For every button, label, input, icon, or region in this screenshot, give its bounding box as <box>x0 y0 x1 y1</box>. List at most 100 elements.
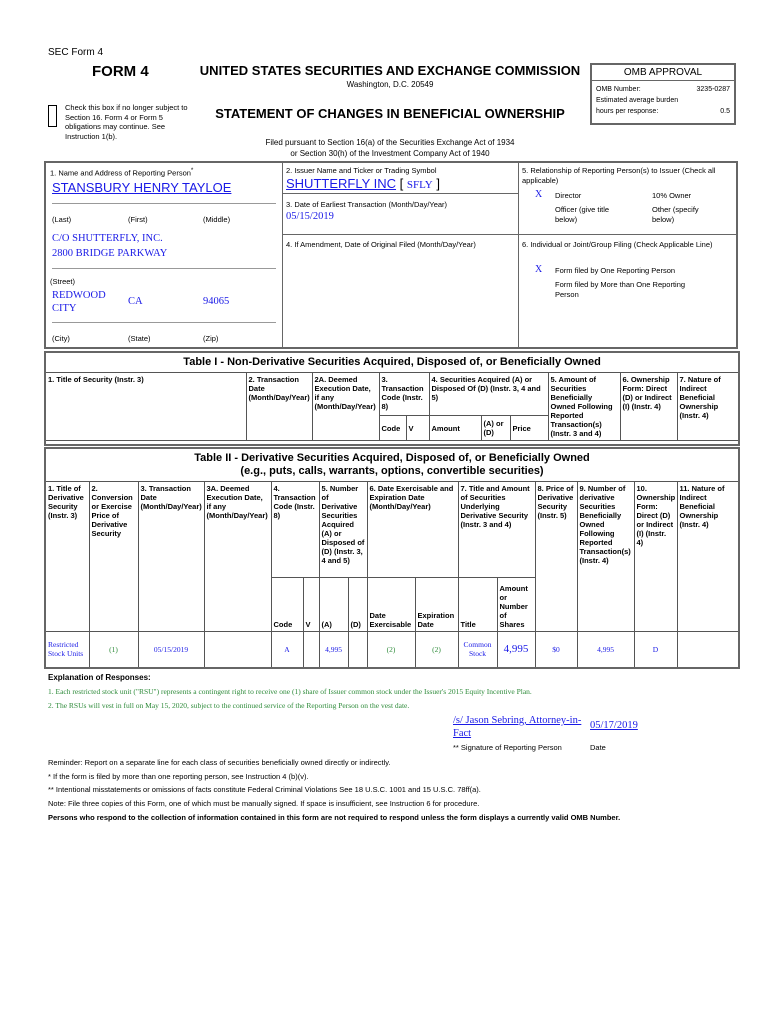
date-label: Date <box>590 743 606 752</box>
first-label: (First) <box>128 215 148 224</box>
col-header: 5. Amount of Securities Beneficially Own… <box>547 372 621 441</box>
col-header: 3. Transaction Code (Instr. 8) <box>378 371 430 417</box>
director-label: Director <box>555 191 582 200</box>
more-persons-label: Form filed by More than One Reporting Pe… <box>555 280 686 299</box>
state-label: (State) <box>128 334 151 343</box>
reporting-info-section <box>44 161 738 349</box>
ten-percent-owner-label: 10% Owner <box>652 191 692 200</box>
explanation-notes: 1. Each restricted stock unit ("RSU") re… <box>48 685 532 713</box>
sub-header: (A) or (D) <box>480 415 511 441</box>
reporting-person-name-link[interactable]: STANSBURY HENRY TAYLOE <box>52 180 232 195</box>
cell-nature <box>676 631 740 668</box>
form-title: FORM 4 <box>92 63 149 80</box>
sub-header: Expiration Date <box>414 577 459 632</box>
col-header: 2. Conversion or Exercise Price of Deriv… <box>88 481 139 632</box>
box2-label: 2. Issuer Name and Ticker or Trading Sym… <box>286 166 437 175</box>
state: CA <box>128 296 143 307</box>
box3-label: 3. Date of Earliest Transaction (Month/D… <box>286 200 448 209</box>
col-header: 2. Transaction Date (Month/Day/Year) <box>245 372 313 441</box>
omb-hours-label: hours per response: <box>596 108 659 115</box>
sub-header: Price <box>509 415 549 441</box>
cell-acquired: 4,995 <box>318 631 349 668</box>
col-header: 6. Date Exercisable and Expiration Date … <box>366 481 459 578</box>
omb-number: 3235-0287 <box>696 86 730 93</box>
sub-header: Code <box>378 415 407 441</box>
sub-header: Title <box>457 577 498 632</box>
col-header: 5. Number of Derivative Securities Acqui… <box>318 481 368 578</box>
omb-number-label: OMB Number: <box>596 86 641 93</box>
cell-owned: 4,995 <box>576 631 635 668</box>
footer-reminder: Reminder: Report on a separate line for … <box>48 758 391 767</box>
cell-v <box>302 631 320 668</box>
statement-title: STATEMENT OF CHANGES IN BENEFICIAL OWNER… <box>215 106 565 121</box>
note-1: 1. Each restricted stock unit ("RSU") re… <box>48 687 532 696</box>
sub-header: V <box>405 415 430 441</box>
col-header: 3A. Deemed Execution Date, if any (Month… <box>203 481 272 632</box>
footer-instruction: * If the form is filed by more than one … <box>48 771 309 781</box>
col-header: 9. Number of derivative Securities Benef… <box>576 481 635 632</box>
sub-header: Amount <box>428 415 482 441</box>
table-1-non-derivative: Table I - Non-Derivative Securities Acqu… <box>44 351 741 446</box>
middle-label: (Middle) <box>203 215 231 224</box>
footer-violations: ** Intentional misstatements or omission… <box>48 785 481 795</box>
cell-price: $0 <box>534 631 578 668</box>
box5-label: 5. Relationship of Reporting Person(s) t… <box>522 166 716 185</box>
cell-title: Restricted Stock Units <box>44 631 90 668</box>
footer-notes: Reminder: Report on a separate line for … <box>48 756 620 825</box>
sub-header: (D) <box>347 577 368 632</box>
omb-title: OMB APPROVAL <box>592 65 734 81</box>
last-label: (Last) <box>52 215 72 224</box>
sub-header: (A) <box>318 577 349 632</box>
box4-label: 4. If Amendment, Date of Original Filed … <box>286 240 476 249</box>
officer-label: Officer (give title below) <box>555 205 610 224</box>
one-person-check[interactable]: X <box>535 264 543 275</box>
note-2: 2. The RSUs will vest in full on May 15,… <box>48 701 410 710</box>
table-1-title: Table I - Non-Derivative Securities Acqu… <box>44 351 740 373</box>
sub-header: Date Exercisable <box>366 577 416 632</box>
cell-code: A <box>270 631 304 668</box>
earliest-transaction-date: 05/15/2019 <box>286 211 334 222</box>
col-header: 3. Transaction Date (Month/Day/Year) <box>137 481 205 632</box>
sub-header: V <box>302 577 320 632</box>
col-header: 4. Transaction Code (Instr. 8) <box>270 481 320 578</box>
col-header: 8. Price of Derivative Security (Instr. … <box>534 481 578 632</box>
table-2-title: Table II - Derivative Securities Acquire… <box>44 447 740 482</box>
filed-line-1: Filed pursuant to Section 16(a) of the S… <box>265 138 515 147</box>
commission-title: UNITED STATES SECURITIES AND EXCHANGE CO… <box>199 63 581 78</box>
signature-date-link[interactable]: 05/17/2019 <box>590 720 638 731</box>
cell-underlying-title: Common Stock <box>457 631 498 668</box>
checkbox-text: Check this box if no longer subject to S… <box>65 103 188 141</box>
col-header: 6. Ownership Form: Direct (D) or Indirec… <box>619 372 678 441</box>
signature-label: ** Signature of Reporting Person <box>453 743 562 752</box>
sec-form-label: SEC Form 4 <box>48 47 104 58</box>
cell-disposed <box>347 631 368 668</box>
zip-label: (Zip) <box>203 334 219 343</box>
table-2-derivative: Table II - Derivative Securities Acquire… <box>44 447 741 669</box>
omb-hours: 0.5 <box>720 108 730 115</box>
cell-exercisable: (2) <box>366 631 416 668</box>
sub-header: Amount or Number of Shares <box>496 577 536 632</box>
cell-underlying-amount: 4,995 <box>496 631 536 668</box>
director-check[interactable]: X <box>535 189 543 200</box>
box1-label: 1. Name and Address of Reporting Person* <box>50 167 194 178</box>
col-header: 7. Title and Amount of Securities Underl… <box>457 481 536 578</box>
cell-conversion: (1) <box>88 631 139 668</box>
no-longer-subject-checkbox[interactable] <box>48 105 57 127</box>
one-person-label: Form filed by One Reporting Person <box>555 266 676 275</box>
col-header: 7. Nature of Indirect Beneficial Ownersh… <box>676 372 740 441</box>
col-header: 11. Nature of Indirect Beneficial Owners… <box>676 481 740 632</box>
other-label: Other (specify below) <box>652 205 699 224</box>
cell-ownership-form: D <box>633 631 678 668</box>
col-header: 4. Securities Acquired (A) or Disposed O… <box>428 371 549 417</box>
street-address: C/O SHUTTERFLY, INC. 2800 BRIDGE PARKWAY <box>52 233 168 259</box>
commission-address: Washington, D.C. 20549 <box>346 80 434 89</box>
signature-link[interactable]: /s/ Jason Sebring, Attorney-in-Fact <box>453 715 582 739</box>
issuer-link[interactable]: SHUTTERFLY INC <box>286 176 397 191</box>
city: REDWOOD CITY <box>52 290 106 314</box>
omb-approval-box: OMB APPROVAL OMB Number: 3235-0287 Estima… <box>590 63 736 125</box>
filed-pursuant: Filed pursuant to Section 16(a) of the S… <box>190 137 590 159</box>
col-header: 2A. Deemed Execution Date, if any (Month… <box>311 372 380 441</box>
col-header: 10. Ownership Form: Direct (D) or Indire… <box>633 481 678 632</box>
explanation-title: Explanation of Responses: <box>48 673 151 682</box>
ticker: SFLY <box>406 179 433 191</box>
